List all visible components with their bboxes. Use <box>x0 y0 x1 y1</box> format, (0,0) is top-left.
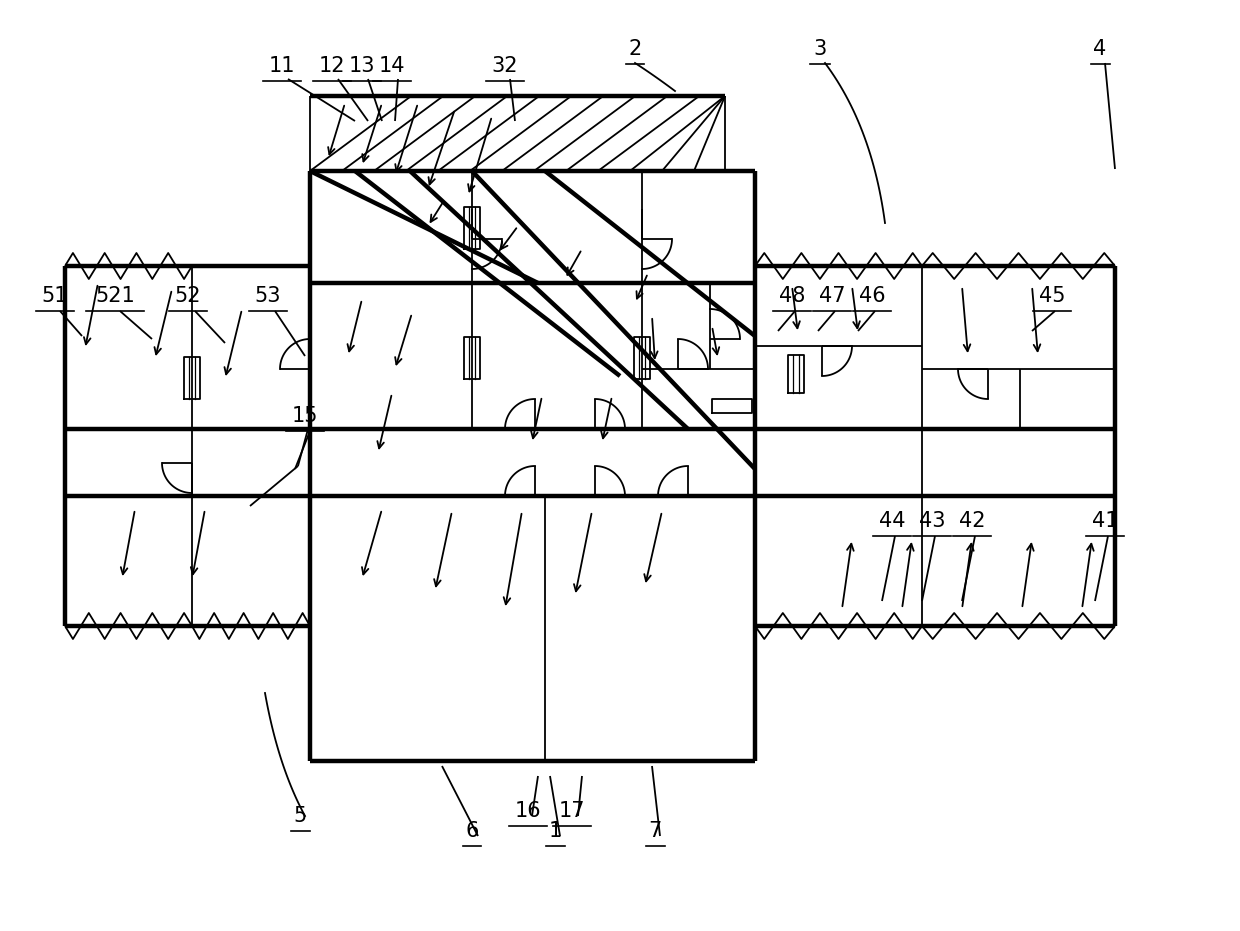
Text: 52: 52 <box>175 286 201 306</box>
Text: 41: 41 <box>1091 511 1118 531</box>
Text: 51: 51 <box>42 286 68 306</box>
Text: 48: 48 <box>779 286 805 306</box>
Text: 53: 53 <box>254 286 281 306</box>
Text: 47: 47 <box>818 286 846 306</box>
Text: 32: 32 <box>492 56 518 76</box>
Text: 14: 14 <box>378 56 405 76</box>
Text: 13: 13 <box>348 56 376 76</box>
Text: 2: 2 <box>629 39 641 59</box>
Text: 43: 43 <box>919 511 945 531</box>
Text: 1: 1 <box>548 821 562 841</box>
Text: 46: 46 <box>858 286 885 306</box>
Text: 7: 7 <box>649 821 662 841</box>
Text: 4: 4 <box>1094 39 1106 59</box>
Text: 16: 16 <box>515 801 542 821</box>
Text: 45: 45 <box>1039 286 1065 306</box>
Text: 15: 15 <box>291 406 319 426</box>
Text: 12: 12 <box>319 56 345 76</box>
Text: 44: 44 <box>879 511 905 531</box>
Text: 11: 11 <box>269 56 295 76</box>
Text: 17: 17 <box>559 801 585 821</box>
Text: 5: 5 <box>294 806 306 826</box>
Text: 6: 6 <box>465 821 479 841</box>
Text: 42: 42 <box>959 511 986 531</box>
Text: 3: 3 <box>813 39 827 59</box>
Text: 521: 521 <box>95 286 135 306</box>
